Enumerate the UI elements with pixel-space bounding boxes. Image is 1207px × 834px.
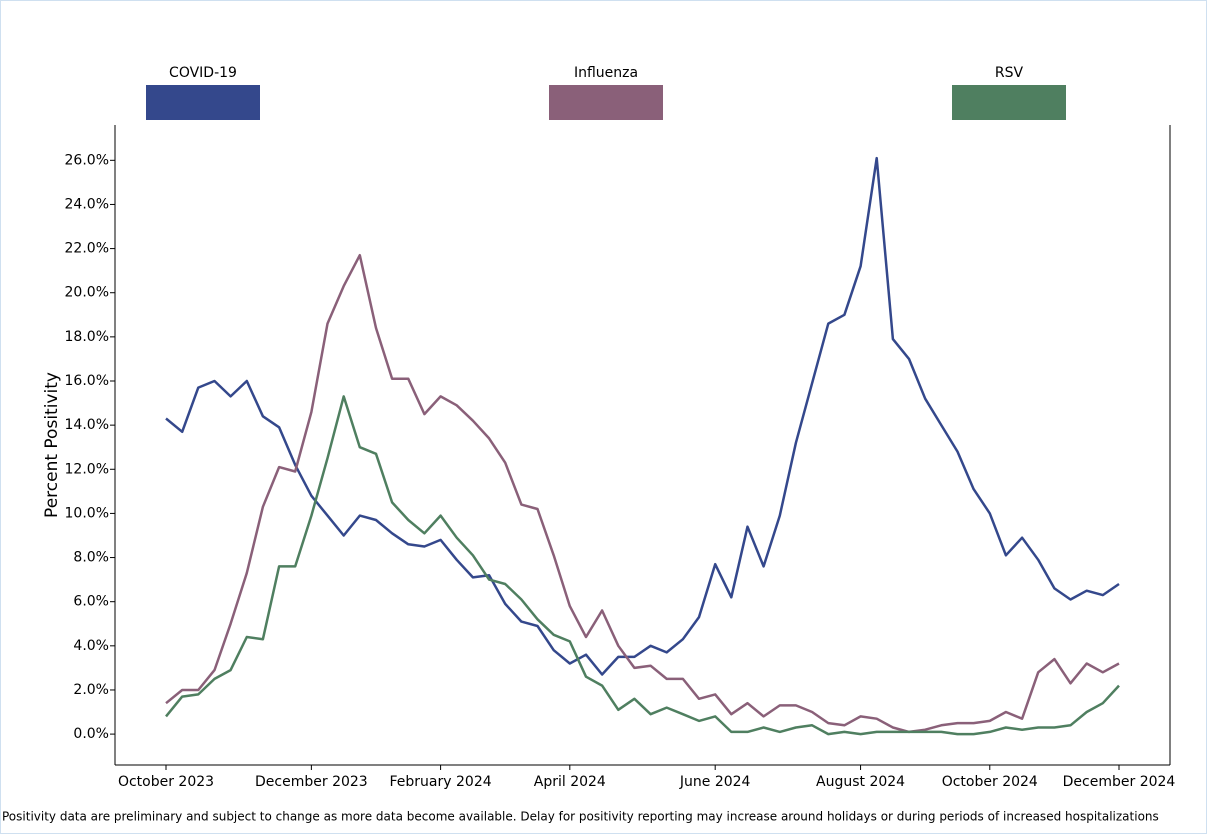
y-tick-label: 20.0% (65, 285, 109, 301)
y-tick-label: 10.0% (65, 505, 109, 521)
footnote: Positivity data are preliminary and subj… (2, 810, 1159, 824)
legend-swatch (549, 85, 663, 120)
y-tick-label: 22.0% (65, 241, 109, 257)
x-tick-label: April 2024 (534, 774, 606, 790)
x-tick-label: October 2024 (942, 774, 1038, 790)
legend-swatch (952, 85, 1066, 120)
y-tick-label: 2.0% (73, 682, 109, 698)
series-line (165, 156, 1120, 676)
y-tick-label: 26.0% (65, 152, 109, 168)
y-tick-label: 16.0% (65, 373, 109, 389)
legend-swatch (146, 85, 260, 120)
y-tick-label: 0.0% (73, 726, 109, 742)
y-tick-label: 6.0% (73, 594, 109, 610)
x-tick-label: December 2023 (255, 774, 368, 790)
y-tick-label: 12.0% (65, 461, 109, 477)
y-tick-label: 4.0% (73, 638, 109, 654)
legend-label: Influenza (574, 65, 638, 81)
x-tick-label: February 2024 (390, 774, 492, 790)
y-tick-label: 24.0% (65, 196, 109, 212)
x-tick-label: October 2023 (118, 774, 214, 790)
legend-label: RSV (995, 65, 1024, 81)
y-tick-label: 14.0% (65, 417, 109, 433)
y-axis-title: Percent Positivity (42, 372, 62, 518)
y-tick-label: 8.0% (73, 550, 109, 566)
legend-label: COVID-19 (169, 65, 237, 81)
x-tick-label: August 2024 (816, 774, 905, 790)
x-tick-label: December 2024 (1063, 774, 1176, 790)
series-line (165, 253, 1120, 734)
y-tick-label: 18.0% (65, 329, 109, 345)
series-line (165, 395, 1120, 736)
x-tick-label: June 2024 (679, 774, 751, 790)
